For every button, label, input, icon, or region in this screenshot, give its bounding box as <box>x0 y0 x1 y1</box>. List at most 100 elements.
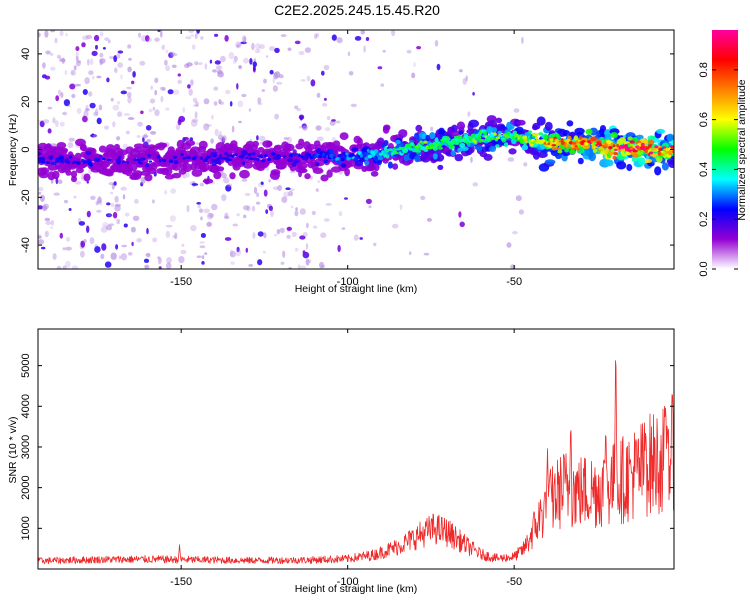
ridge-blob <box>556 141 561 146</box>
ridge-blob <box>145 163 150 168</box>
noise-blob <box>62 265 67 269</box>
ridge-blob <box>49 156 53 160</box>
ridge-blob <box>451 124 458 133</box>
ridge-blob <box>182 156 186 160</box>
noise-blob <box>63 99 70 107</box>
ridge-blob <box>344 167 350 177</box>
ridge-blob <box>89 163 93 167</box>
ridge-blobs <box>38 115 674 184</box>
noise-blob <box>212 69 217 73</box>
noise-blob <box>99 199 103 206</box>
ridge-blob <box>569 149 576 155</box>
noise-blob <box>95 44 98 50</box>
noise-blob <box>99 52 104 58</box>
ridge-blob <box>521 144 529 151</box>
noise-blob <box>248 108 252 112</box>
noise-blob <box>302 232 308 237</box>
noise-blobs <box>38 30 528 269</box>
noise-blob <box>121 244 127 248</box>
noise-blob <box>59 121 65 127</box>
noise-blob <box>470 156 473 163</box>
ridge-blob <box>566 120 574 127</box>
noise-blob <box>101 243 107 251</box>
noise-blob <box>136 135 141 138</box>
noise-blob <box>83 110 89 118</box>
ridge-blob <box>352 147 359 152</box>
noise-blob <box>472 92 475 96</box>
noise-blob <box>116 218 121 225</box>
noise-blob <box>92 134 98 138</box>
ridge-blob <box>554 139 559 143</box>
x-tick-label: -150 <box>170 576 192 588</box>
x-tick-label: -100 <box>337 276 359 288</box>
noise-blob <box>319 261 325 269</box>
noise-blob <box>188 88 193 96</box>
noise-blob <box>217 134 224 140</box>
ridge-blob <box>574 145 578 148</box>
noise-blob <box>64 69 68 76</box>
noise-blob <box>95 108 99 116</box>
y-tick-label: 2000 <box>20 475 32 499</box>
ridge-blob <box>537 151 548 158</box>
noise-blob <box>337 244 341 253</box>
noise-blob <box>180 249 187 255</box>
noise-blob <box>224 35 229 42</box>
noise-blob <box>165 230 171 238</box>
noise-blob <box>142 137 145 143</box>
noise-blob <box>177 79 182 85</box>
ridge-blob <box>658 147 663 152</box>
noise-blob <box>323 97 327 101</box>
ridge-blob <box>627 136 633 141</box>
ridge-blob <box>435 144 439 147</box>
ridge-blob <box>437 146 443 150</box>
noise-blob <box>97 196 102 204</box>
ridge-blob <box>370 170 379 177</box>
noise-blob <box>299 208 306 215</box>
noise-blob <box>232 60 237 64</box>
noise-blob <box>109 55 114 60</box>
snr-plot-area <box>38 329 674 569</box>
noise-blob <box>154 109 160 117</box>
ridge-blob <box>142 157 146 161</box>
spectrogram-y-label: Frequency (Hz) <box>7 114 19 186</box>
noise-blob <box>164 59 168 66</box>
ridge-blob <box>121 160 126 164</box>
noise-blob <box>45 221 52 225</box>
noise-blob <box>166 257 172 264</box>
noise-blob <box>219 101 225 105</box>
noise-blob <box>294 40 301 45</box>
noise-blob <box>391 223 399 229</box>
noise-blob <box>195 101 199 107</box>
ridge-blob <box>126 160 130 165</box>
noise-blob <box>89 102 96 109</box>
noise-blob <box>325 203 332 206</box>
noise-blob <box>118 255 122 260</box>
ridge-blob <box>320 174 329 182</box>
noise-blob <box>268 179 272 183</box>
ridge-blob <box>423 140 428 144</box>
noise-blob <box>472 182 479 187</box>
ridge-blob <box>402 146 406 149</box>
noise-blob <box>256 192 260 197</box>
colorbar-ticks: 0.0 0.2 0.4 0.6 0.8 <box>698 62 738 277</box>
noise-blob <box>107 39 111 44</box>
noise-blob <box>68 137 76 142</box>
ridge-blob <box>514 133 519 138</box>
ridge-blob <box>654 166 662 176</box>
ridge-blob <box>341 163 347 168</box>
noise-blob <box>117 62 124 68</box>
ridge-blob <box>495 144 500 148</box>
ridge-blob <box>432 153 438 160</box>
noise-blob <box>201 261 205 265</box>
ridge-blob <box>229 172 236 180</box>
ridge-blob <box>648 139 655 145</box>
noise-blob <box>190 79 194 86</box>
noise-blob <box>368 205 372 209</box>
noise-blob <box>105 213 113 218</box>
noise-blob <box>277 185 282 191</box>
noise-blob <box>467 111 471 117</box>
ridge-blob <box>282 155 287 159</box>
noise-blob <box>140 176 146 185</box>
noise-blob <box>231 125 235 133</box>
ridge-blob <box>394 151 399 155</box>
